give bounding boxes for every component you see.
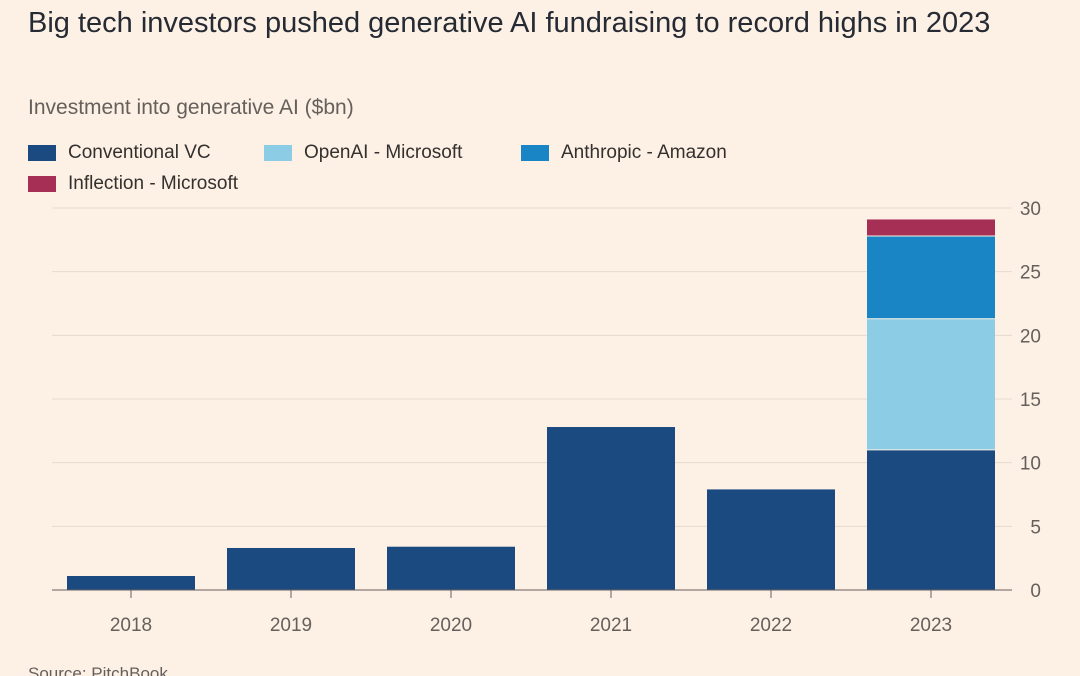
x-tick-label: 2019 <box>270 615 312 636</box>
y-tick-label: 30 <box>1020 199 1041 220</box>
legend-item-anthropic-amazon: Anthropic - Amazon <box>521 140 727 166</box>
bar-inflection-microsoft-2023 <box>867 219 995 237</box>
legend-item-inflection-microsoft: Inflection - Microsoft <box>28 171 238 197</box>
x-tick-label: 2022 <box>750 615 792 636</box>
legend-item-openai-microsoft: OpenAI - Microsoft <box>264 140 462 166</box>
bars <box>67 219 995 590</box>
legend-label: Inflection - Microsoft <box>68 173 238 194</box>
y-tick-label: 20 <box>1020 326 1041 347</box>
bar-conventional-vc-2023 <box>867 449 995 590</box>
y-axis-tick-labels: 0 5 10 15 20 25 30 <box>1020 199 1041 602</box>
x-axis-tick-labels: 2018 2019 2020 2021 2022 2023 <box>110 590 952 636</box>
legend-swatch <box>264 145 292 161</box>
chart-title: Big tech investors pushed generative AI … <box>28 7 991 39</box>
y-tick-label: 25 <box>1020 263 1041 284</box>
bar-anthropic-amazon-2023 <box>867 236 995 319</box>
legend-label: OpenAI - Microsoft <box>304 142 463 163</box>
legend-label: Conventional VC <box>68 142 211 163</box>
y-tick-label: 0 <box>1030 581 1041 602</box>
bar-conventional-vc-2019 <box>227 547 355 590</box>
bar-conventional-vc-2018 <box>67 575 195 590</box>
legend-swatch <box>521 145 549 161</box>
legend-item-conventional-vc: Conventional VC <box>28 140 211 166</box>
x-tick-label: 2021 <box>590 615 632 636</box>
bar-conventional-vc-2020 <box>387 546 515 590</box>
chart-subtitle: Investment into generative AI ($bn) <box>28 96 354 119</box>
y-tick-label: 5 <box>1030 517 1041 538</box>
legend-swatch <box>28 145 56 161</box>
bar-conventional-vc-2022 <box>707 489 835 590</box>
legend-swatch <box>28 176 56 192</box>
x-tick-label: 2020 <box>430 615 472 636</box>
gridlines <box>52 207 1012 527</box>
x-tick-label: 2018 <box>110 615 152 636</box>
legend-label: Anthropic - Amazon <box>561 142 727 163</box>
bar-openai-microsoft-2023 <box>867 318 995 450</box>
x-tick-label: 2023 <box>910 615 952 636</box>
y-tick-label: 15 <box>1020 390 1041 411</box>
y-tick-label: 10 <box>1020 454 1041 475</box>
bar-conventional-vc-2021 <box>547 427 675 590</box>
source-note: Source: PitchBook <box>28 664 168 676</box>
